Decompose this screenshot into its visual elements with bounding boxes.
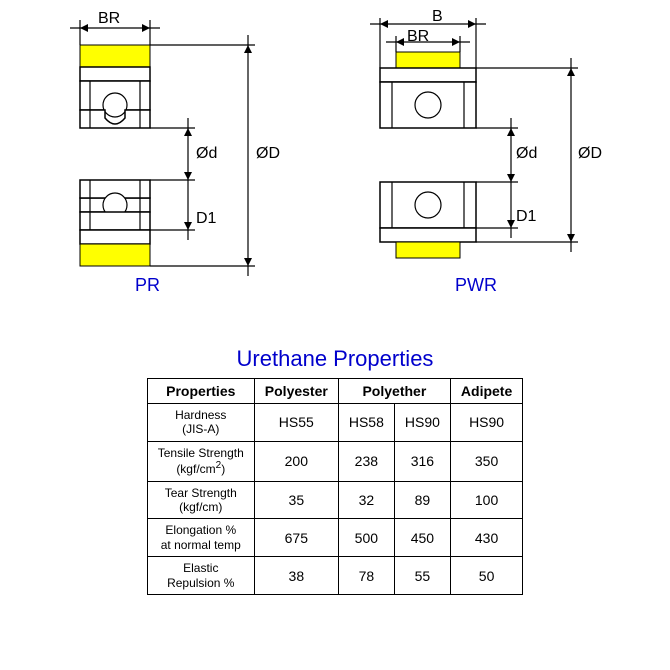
row-label: Elongation %at normal temp	[147, 519, 254, 557]
table-cell: HS90	[394, 404, 450, 442]
table-cell: 450	[394, 519, 450, 557]
table-cell: 78	[338, 557, 394, 595]
label-br-right: BR	[407, 28, 429, 46]
table-cell: HS90	[450, 404, 522, 442]
row-label: Hardness(JIS-A)	[147, 404, 254, 442]
label-d-right: Ød	[516, 145, 537, 163]
table-row: Elongation %at normal temp675500450430	[147, 519, 523, 557]
table-cell: 32	[338, 481, 394, 519]
table-cell: 38	[254, 557, 338, 595]
col-adipete: Adipete	[450, 379, 522, 404]
urethane-properties-table: Properties Polyester Polyether Adipete H…	[147, 378, 524, 595]
table-cell: 500	[338, 519, 394, 557]
col-polyester: Polyester	[254, 379, 338, 404]
table-cell: HS58	[338, 404, 394, 442]
table-cell: 50	[450, 557, 522, 595]
col-polyether: Polyether	[338, 379, 450, 404]
table-cell: 430	[450, 519, 522, 557]
label-pwr: PWR	[455, 275, 497, 296]
table-row: Tear Strength(kgf/cm)353289100	[147, 481, 523, 519]
table-header-row: Properties Polyester Polyether Adipete	[147, 379, 523, 404]
label-od-left: ØD	[256, 145, 280, 163]
table-row: ElasticRepulsion %38785550	[147, 557, 523, 595]
label-d1-left: D1	[196, 210, 216, 228]
row-label: Tensile Strength(kgf/cm2)	[147, 441, 254, 481]
label-b-right: B	[432, 8, 443, 26]
table-cell: 100	[450, 481, 522, 519]
table-row: Hardness(JIS-A)HS55HS58HS90HS90	[147, 404, 523, 442]
label-d-left: Ød	[196, 145, 217, 163]
row-label: ElasticRepulsion %	[147, 557, 254, 595]
table-cell: 89	[394, 481, 450, 519]
table-cell: 200	[254, 441, 338, 481]
table-cell: 35	[254, 481, 338, 519]
col-properties: Properties	[147, 379, 254, 404]
table-row: Tensile Strength(kgf/cm2)200238316350	[147, 441, 523, 481]
diagram-area: BR Ød D1 ØD PR	[0, 0, 670, 340]
table-cell: 238	[338, 441, 394, 481]
table-cell: 316	[394, 441, 450, 481]
label-d1-right: D1	[516, 208, 536, 226]
table-cell: 55	[394, 557, 450, 595]
bearing-diagram-pr	[40, 10, 300, 320]
table-title: Urethane Properties	[0, 346, 670, 372]
label-br-left: BR	[98, 10, 120, 28]
table-cell: 675	[254, 519, 338, 557]
row-label: Tear Strength(kgf/cm)	[147, 481, 254, 519]
table-cell: HS55	[254, 404, 338, 442]
table-cell: 350	[450, 441, 522, 481]
label-od-right: ØD	[578, 145, 602, 163]
label-pr: PR	[135, 275, 160, 296]
